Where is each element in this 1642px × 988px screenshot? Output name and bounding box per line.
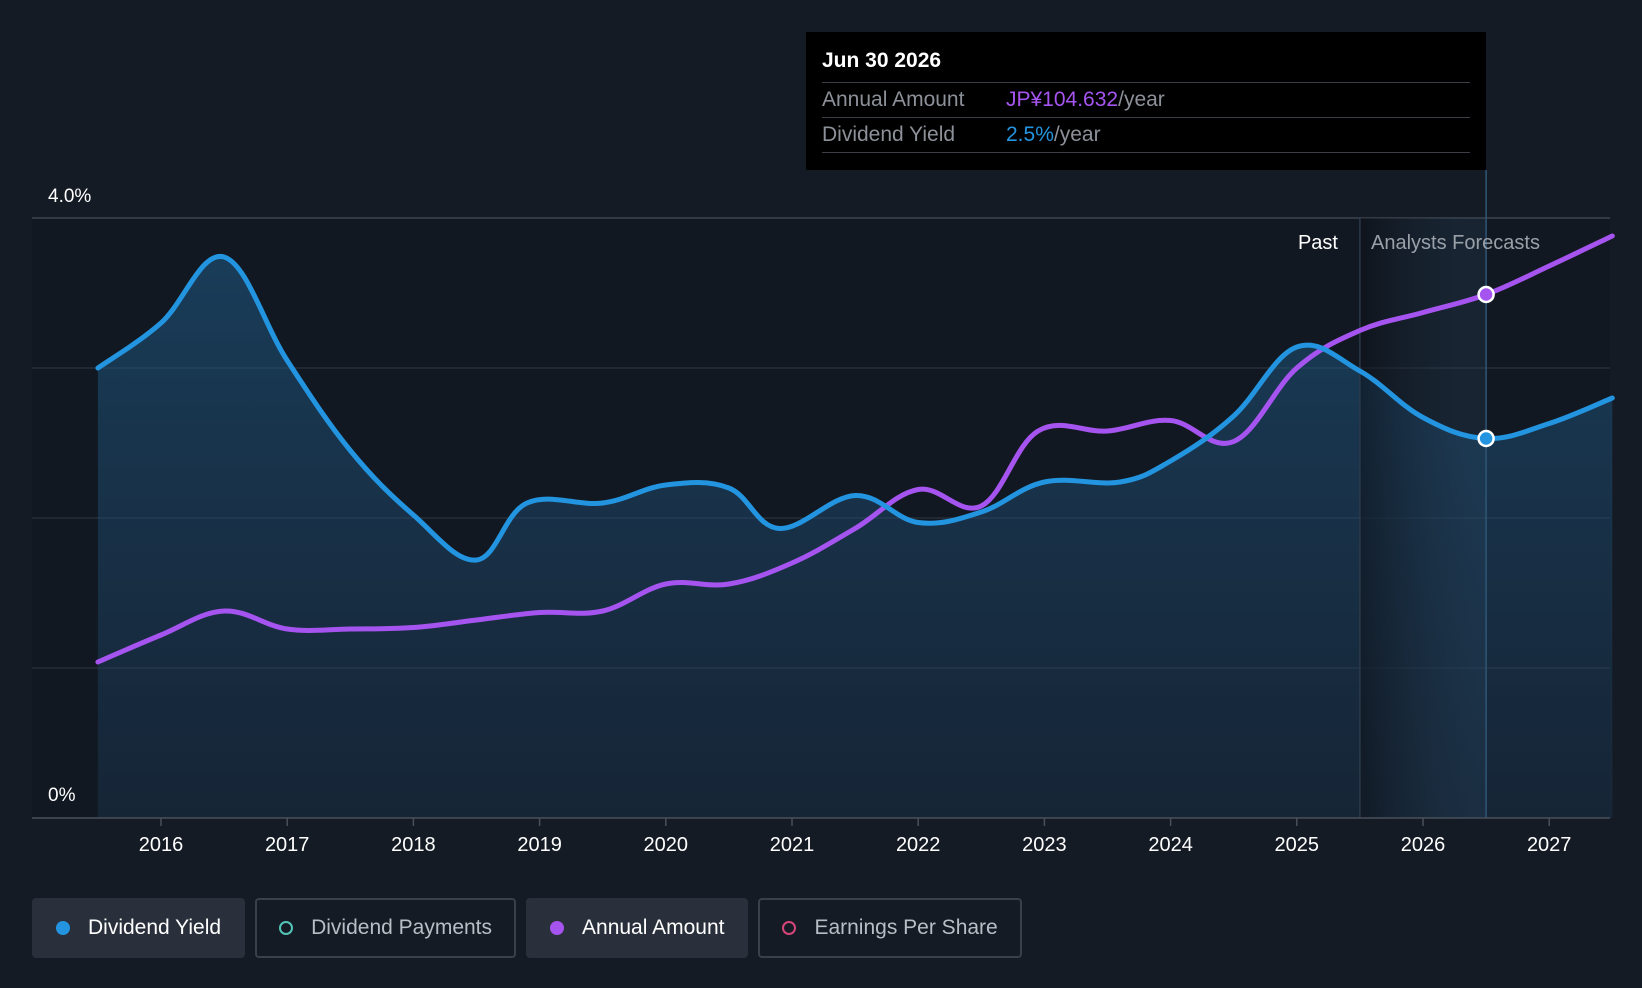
x-tick-label: 2025	[1275, 834, 1320, 856]
legend-dividend-yield-label: Dividend Yield	[88, 916, 222, 939]
tooltip-date: Jun 30 2026	[822, 46, 1470, 83]
x-tick-label: 2022	[896, 834, 941, 856]
tooltip-dividend-yield-unit: /year	[1053, 123, 1101, 146]
dividend-yield-area	[97, 256, 1613, 818]
x-tick-label: 2026	[1401, 834, 1446, 856]
x-tick-label: 2018	[391, 834, 436, 856]
x-tick-label: 2023	[1022, 834, 1067, 856]
dividend-yield-hover-marker	[1477, 429, 1495, 448]
tooltip-dividend-yield-value: 2.5%	[1006, 123, 1054, 146]
x-tick-label: 2024	[1148, 834, 1193, 856]
dividend-yield-line	[95, 254, 1615, 563]
x-tick-label: 2021	[770, 834, 815, 856]
dividend-yield-dot-icon	[56, 921, 70, 935]
x-tick-label: 2020	[644, 834, 689, 856]
forecast-region	[1359, 218, 1487, 818]
tooltip-annual-amount-label: Annual Amount	[822, 88, 965, 111]
chart-legend: Dividend Yield Dividend Payments Annual …	[32, 898, 1022, 958]
legend-annual-amount-label: Annual Amount	[582, 916, 725, 939]
x-tick-label: 2027	[1527, 834, 1572, 856]
x-tick-label: 2017	[265, 834, 310, 856]
y-axis-top-label: 4.0%	[48, 186, 91, 207]
annual-amount-hover-marker	[1477, 285, 1495, 304]
earnings-per-share-ring-icon	[782, 921, 797, 935]
forecast-region-label: Analysts Forecasts	[1371, 232, 1540, 254]
x-tick-label: 2019	[517, 834, 562, 856]
dividend-payments-ring-icon	[279, 921, 294, 935]
tooltip-annual-amount-unit: /year	[1118, 88, 1165, 111]
legend-earnings-per-share[interactable]: Earnings Per Share	[758, 898, 1022, 958]
hover-tooltip: Jun 30 2026 Annual Amount JP¥104.632 /ye…	[806, 32, 1486, 170]
tooltip-annual-amount-value: JP¥104.632	[1006, 88, 1119, 111]
y-axis-bottom-label: 0%	[48, 785, 76, 806]
x-tick-label: 2016	[139, 834, 184, 856]
legend-dividend-yield[interactable]: Dividend Yield	[32, 898, 246, 958]
legend-annual-amount[interactable]: Annual Amount	[526, 898, 749, 958]
legend-earnings-per-share-label: Earnings Per Share	[814, 916, 998, 939]
tooltip-dividend-yield-row: Dividend Yield 2.5% /year	[822, 118, 1470, 153]
past-region-label: Past	[1298, 232, 1338, 254]
legend-dividend-payments[interactable]: Dividend Payments	[255, 898, 517, 958]
tooltip-annual-amount-row: Annual Amount JP¥104.632 /year	[822, 83, 1470, 118]
annual-amount-line	[95, 233, 1615, 665]
tooltip-dividend-yield-label: Dividend Yield	[822, 123, 956, 146]
legend-dividend-payments-label: Dividend Payments	[311, 916, 493, 939]
annual-amount-dot-icon	[550, 921, 565, 935]
